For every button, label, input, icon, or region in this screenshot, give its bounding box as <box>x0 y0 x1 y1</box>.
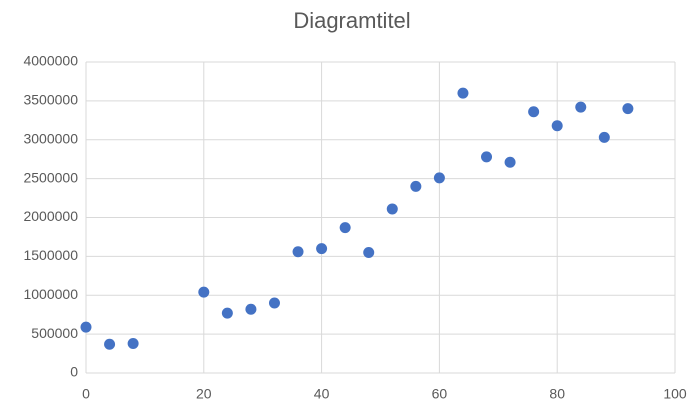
point <box>457 87 469 99</box>
x-tick-label: 0 <box>82 386 90 402</box>
point <box>316 243 328 255</box>
point <box>598 131 610 143</box>
y-tick-label: 1500000 <box>23 247 78 263</box>
y-tick-label: 3000000 <box>23 130 78 146</box>
point <box>433 172 445 184</box>
x-tick-label: 80 <box>549 386 565 402</box>
point <box>339 222 351 234</box>
x-tick-label: 20 <box>196 386 212 402</box>
point <box>268 297 280 309</box>
point <box>127 337 139 349</box>
point <box>575 101 587 113</box>
y-tick-label: 500000 <box>31 325 78 341</box>
point <box>245 303 257 315</box>
point <box>410 180 422 192</box>
point <box>363 246 375 258</box>
point <box>80 321 92 333</box>
y-tick-label: 3500000 <box>23 92 78 108</box>
x-tick-label: 100 <box>663 386 687 402</box>
y-tick-label: 2500000 <box>23 169 78 185</box>
point <box>386 203 398 215</box>
point <box>221 307 233 319</box>
point <box>104 338 116 350</box>
x-tick-label: 40 <box>314 386 330 402</box>
point <box>504 156 516 168</box>
point <box>528 106 540 118</box>
y-tick-label: 1000000 <box>23 286 78 302</box>
y-tick-label: 2000000 <box>23 208 78 224</box>
y-tick-label: 4000000 <box>23 53 78 69</box>
point <box>292 246 304 258</box>
point <box>481 151 493 163</box>
y-tick-label: 0 <box>70 364 78 380</box>
x-tick-label: 60 <box>432 386 448 402</box>
point <box>198 286 210 298</box>
chart-title: Diagramtitel <box>293 8 410 33</box>
point <box>551 120 563 132</box>
point <box>622 103 634 115</box>
